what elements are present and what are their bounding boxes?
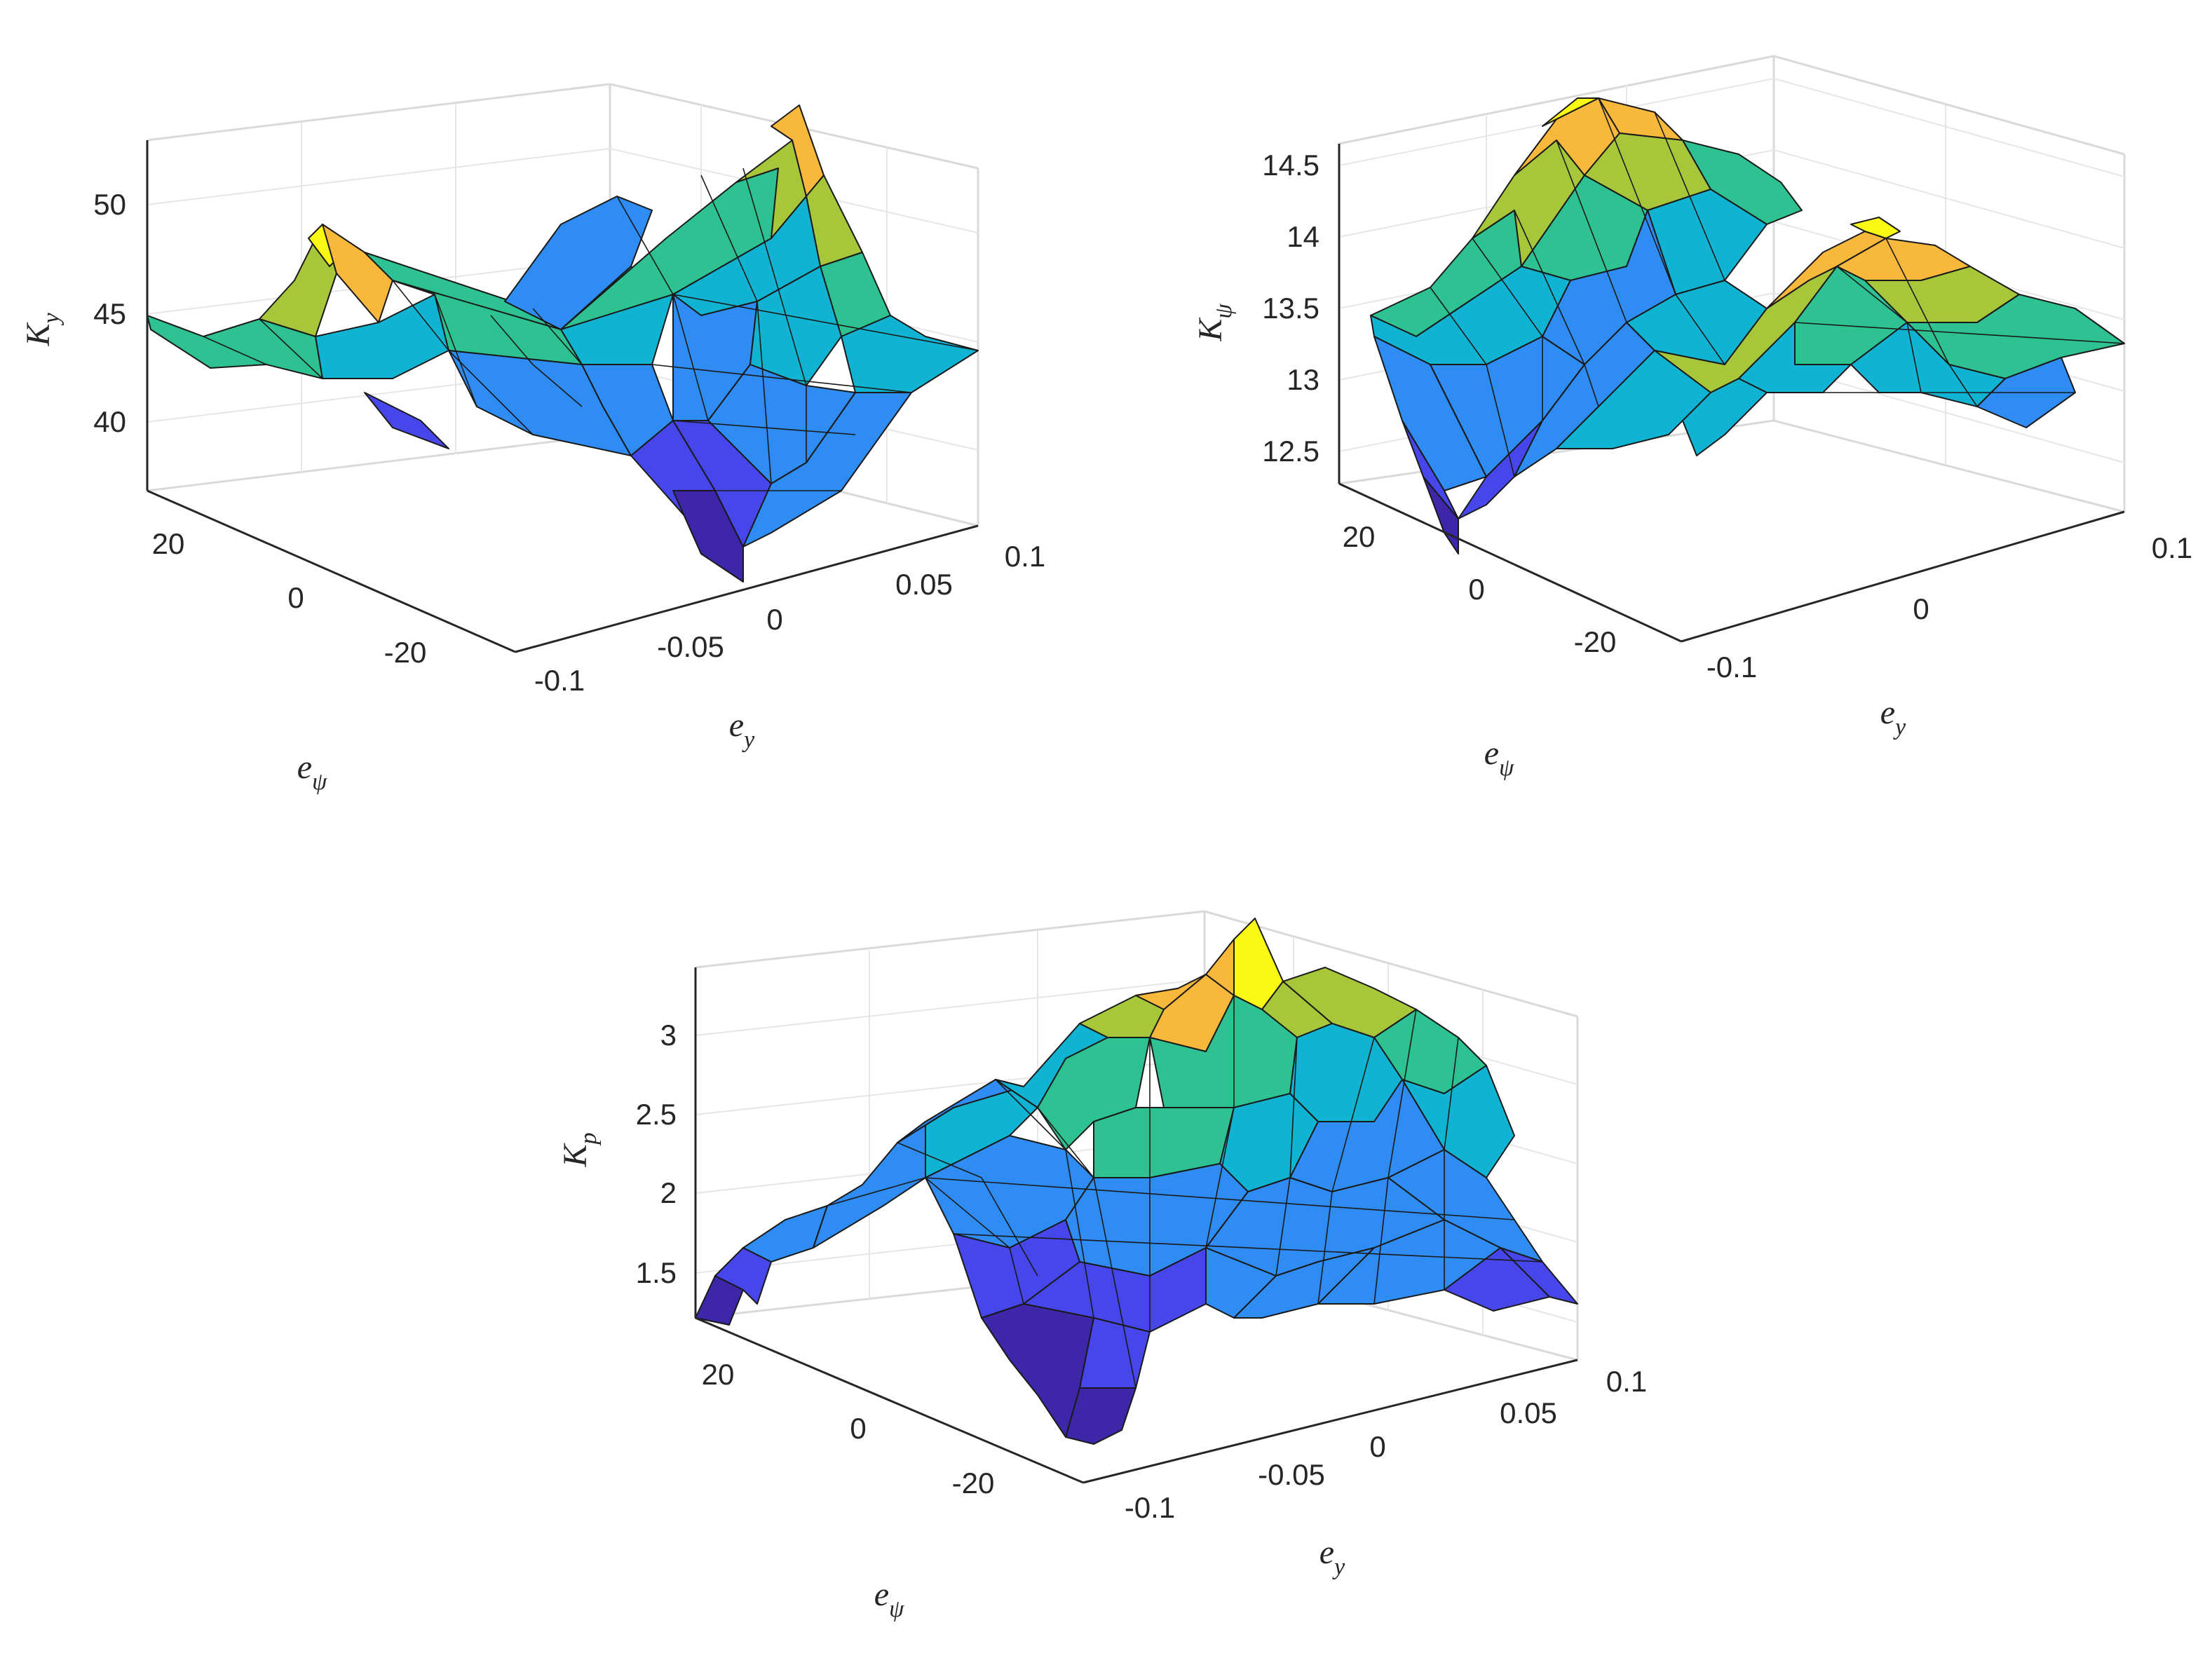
z-tick-label: 50 [93,188,126,221]
x-tick-label: 0.05 [895,568,953,601]
y-tick-label: -20 [952,1467,995,1499]
y-tick-label: 0 [287,581,304,614]
x-tick-label: 0.1 [2152,531,2192,564]
surface-mesh [827,995,1543,1389]
z-tick-label: 40 [93,405,126,438]
y-tick-label: 20 [152,527,185,560]
z-axis-ticks: 50 45 40 [93,188,126,438]
x-tick-label: 0.05 [1500,1396,1557,1429]
y-axis-label: eψ [1484,735,1514,781]
z-tick-label: 14 [1287,220,1319,253]
axis-lines [146,140,979,653]
y-tick-label: 20 [1343,520,1376,553]
x-axis-label: ey [729,707,755,753]
x-tick-label: 0.1 [1005,540,1045,573]
z-tick-label: 2 [660,1176,677,1209]
y-tick-label: -20 [1574,625,1617,658]
x-tick-label: 0 [1913,592,1929,625]
x-axis-ticks: -0.1 -0.05 0 0.05 0.1 [1125,1365,1647,1524]
z-axis-ticks: 3 2.5 2 1.5 [636,1019,677,1289]
x-axis-ticks: -0.1 0 0.1 [1707,531,2192,683]
x-tick-label: -0.1 [1707,651,1757,683]
axis-lines [1338,144,2125,643]
z-tick-label: 12.5 [1262,435,1319,468]
x-axis-label: ey [1880,694,1906,740]
chart-kpsi-surface: 14.5 14 13.5 13 12.5 Kψ 20 0 -20 eψ -0.1… [1192,55,2192,781]
z-axis-label: Kψ [1192,304,1237,342]
chart-kp-surface: 3 2.5 2 1.5 Kp 20 0 -20 eψ -0.1 -0.05 0 … [557,910,1647,1622]
y-tick-label: 0 [1468,573,1484,606]
chart-ky-surface: 50 45 40 Ky 20 0 -20 eψ -0.1 -0.05 0 0.0… [20,83,1045,795]
x-tick-label: -0.05 [657,630,724,663]
z-tick-label: 2.5 [636,1098,677,1131]
surface-mesh [1430,97,2125,477]
x-tick-label: -0.1 [534,664,585,697]
y-axis-label: eψ [297,749,327,795]
z-axis-label: Ky [20,313,65,347]
x-tick-label: -0.05 [1258,1458,1325,1491]
z-axis-ticks: 14.5 14 13.5 13 12.5 [1262,149,1319,468]
y-axis-ticks: 20 0 -20 [702,1358,995,1499]
z-tick-label: 45 [93,297,126,330]
x-tick-label: 0 [766,603,782,636]
z-tick-label: 3 [660,1019,677,1052]
x-tick-label: 0 [1369,1430,1385,1463]
y-tick-label: -20 [384,636,427,669]
z-tick-label: 14.5 [1262,149,1319,182]
svg-text:Ky: Ky [20,313,65,347]
surface-patches [147,104,979,583]
y-axis-ticks: 20 0 -20 [1343,520,1617,658]
z-tick-label: 1.5 [636,1256,677,1289]
surface-patches [1370,97,2125,554]
x-tick-label: 0.1 [1606,1365,1647,1398]
y-axis-label: eψ [874,1576,904,1622]
z-tick-label: 13 [1287,363,1319,396]
y-axis-ticks: 20 0 -20 [152,527,427,669]
x-axis-label: ey [1319,1534,1345,1580]
x-tick-label: -0.1 [1125,1491,1175,1524]
svg-text:Kψ: Kψ [1192,304,1237,342]
y-tick-label: 20 [702,1358,735,1391]
z-axis-label: Kp [557,1132,602,1167]
y-tick-label: 0 [850,1412,866,1445]
x-axis-ticks: -0.1 -0.05 0 0.05 0.1 [534,540,1045,697]
z-tick-label: 13.5 [1262,292,1319,325]
svg-text:Kp: Kp [557,1132,602,1167]
surface-mesh [203,168,979,491]
axis-lines [694,967,1578,1484]
surface-patches [695,918,1578,1445]
